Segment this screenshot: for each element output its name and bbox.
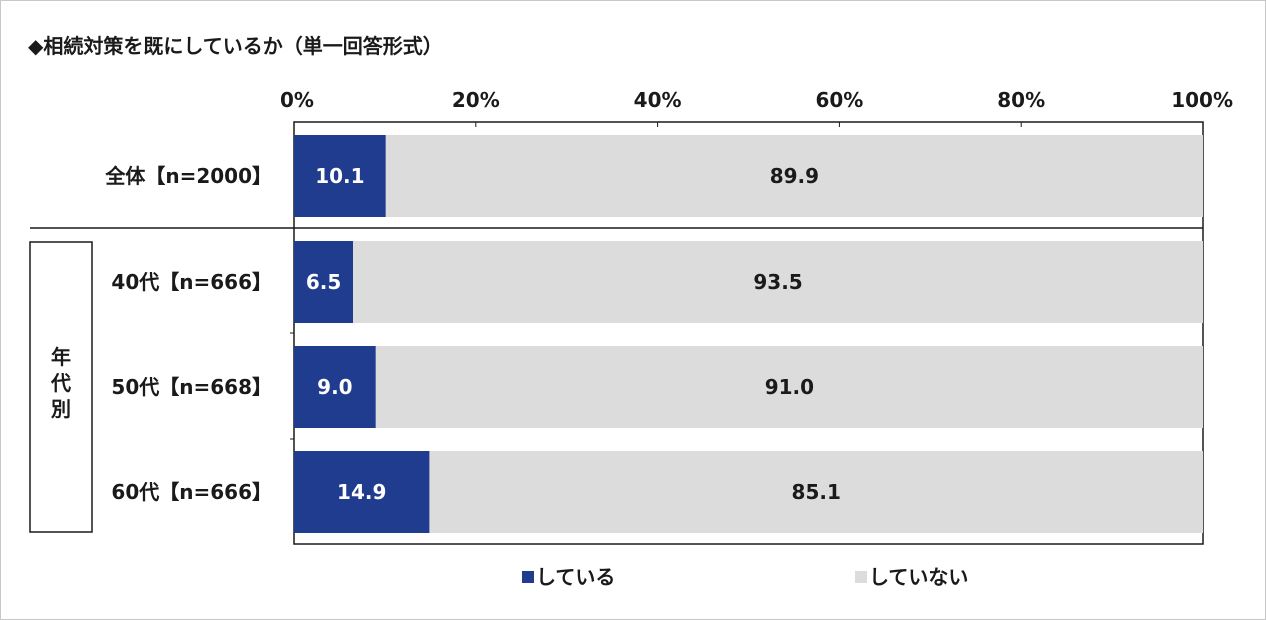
data-label: 9.0 bbox=[317, 375, 352, 399]
category-label: 40代【n=666】 bbox=[111, 270, 272, 294]
data-label: 93.5 bbox=[753, 270, 802, 294]
data-label: 85.1 bbox=[792, 480, 841, 504]
x-tick-label: 0% bbox=[280, 88, 314, 112]
group-label-char: 年 bbox=[51, 345, 71, 369]
legend-swatch bbox=[522, 571, 534, 583]
data-label: 91.0 bbox=[765, 375, 814, 399]
age-group-bracket: 年代別 bbox=[29, 241, 93, 533]
legend-label: していない bbox=[869, 565, 968, 589]
x-axis-ticks: 0% 20% 40% 60% 80% 100% bbox=[280, 88, 1233, 127]
group-label-char: 代 bbox=[50, 371, 71, 395]
data-label: 10.1 bbox=[315, 164, 364, 188]
bar-segment bbox=[353, 241, 1204, 323]
chart-title: ◆相続対策を既にしているか（単一回答形式） bbox=[28, 34, 443, 58]
x-tick-label: 80% bbox=[997, 88, 1045, 112]
legend-label: している bbox=[536, 565, 615, 589]
bars: 10.1 89.9 6.5 93.5 9.0 91.0 14.9 85.1 bbox=[294, 135, 1204, 533]
bar-segment bbox=[294, 241, 354, 323]
bar-segment bbox=[294, 451, 430, 533]
bar-segment bbox=[294, 135, 386, 217]
data-label: 89.9 bbox=[770, 164, 819, 188]
legend: している していない bbox=[522, 565, 968, 589]
x-tick-label: 60% bbox=[815, 88, 863, 112]
category-labels: 全体【n=2000】 40代【n=666】 50代【n=668】 60代【n=666】 bbox=[104, 164, 272, 504]
bar-segment bbox=[429, 451, 1203, 533]
category-label: 60代【n=666】 bbox=[111, 480, 272, 504]
bar-segment bbox=[375, 346, 1203, 428]
group-label-char: 別 bbox=[51, 397, 71, 421]
x-tick-label: 20% bbox=[452, 88, 500, 112]
data-label: 14.9 bbox=[337, 480, 386, 504]
legend-swatch bbox=[855, 571, 867, 583]
x-tick-label: 100% bbox=[1171, 88, 1233, 112]
x-tick-label: 40% bbox=[634, 88, 682, 112]
bar-segment bbox=[385, 135, 1204, 217]
data-label: 6.5 bbox=[306, 270, 341, 294]
category-label: 50代【n=668】 bbox=[111, 375, 272, 399]
category-label: 全体【n=2000】 bbox=[104, 164, 272, 188]
group-box bbox=[29, 241, 93, 533]
bar-segment bbox=[294, 346, 376, 428]
